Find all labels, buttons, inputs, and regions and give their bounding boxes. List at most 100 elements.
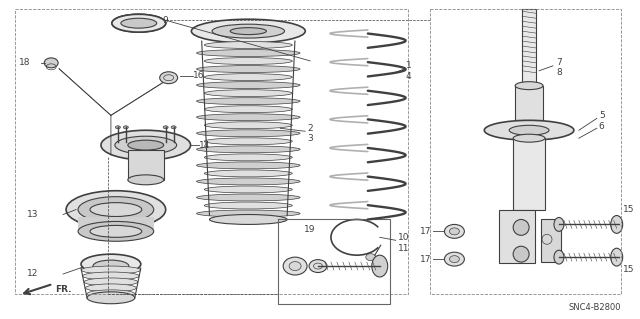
Bar bbox=[541, 219, 561, 262]
Bar bbox=[522, 9, 536, 85]
Text: 9: 9 bbox=[163, 16, 168, 25]
Ellipse shape bbox=[484, 120, 574, 140]
Text: 11: 11 bbox=[397, 244, 409, 253]
Bar bbox=[515, 85, 543, 120]
Ellipse shape bbox=[115, 136, 177, 154]
Circle shape bbox=[513, 246, 529, 262]
Ellipse shape bbox=[171, 126, 176, 129]
Ellipse shape bbox=[366, 254, 376, 261]
Ellipse shape bbox=[191, 19, 305, 43]
Text: 7: 7 bbox=[556, 58, 562, 67]
Ellipse shape bbox=[78, 221, 154, 241]
Circle shape bbox=[513, 219, 529, 235]
Ellipse shape bbox=[84, 278, 138, 286]
Ellipse shape bbox=[115, 126, 120, 129]
Ellipse shape bbox=[509, 125, 549, 135]
Bar bbox=[128, 150, 164, 180]
Text: SNC4-B2800: SNC4-B2800 bbox=[568, 303, 621, 312]
Text: 6: 6 bbox=[599, 122, 605, 131]
Text: 19: 19 bbox=[304, 225, 316, 234]
Text: 15: 15 bbox=[623, 264, 634, 273]
Text: 3: 3 bbox=[307, 134, 313, 143]
Ellipse shape bbox=[90, 203, 142, 217]
Ellipse shape bbox=[204, 122, 292, 129]
Ellipse shape bbox=[196, 66, 300, 72]
Ellipse shape bbox=[163, 126, 168, 129]
Ellipse shape bbox=[554, 218, 564, 231]
Ellipse shape bbox=[87, 292, 135, 304]
Ellipse shape bbox=[204, 170, 292, 177]
Ellipse shape bbox=[611, 248, 623, 266]
Text: FR.: FR. bbox=[55, 286, 72, 294]
Ellipse shape bbox=[128, 140, 164, 150]
Text: 13: 13 bbox=[28, 210, 39, 219]
Ellipse shape bbox=[66, 191, 166, 228]
Ellipse shape bbox=[515, 82, 543, 90]
Ellipse shape bbox=[78, 197, 154, 222]
Text: 15: 15 bbox=[623, 205, 634, 214]
Ellipse shape bbox=[372, 255, 388, 277]
Text: 17: 17 bbox=[420, 255, 431, 263]
Ellipse shape bbox=[90, 226, 142, 237]
Bar bbox=[78, 218, 154, 231]
Ellipse shape bbox=[196, 146, 300, 153]
Ellipse shape bbox=[283, 257, 307, 275]
Ellipse shape bbox=[83, 272, 140, 280]
Ellipse shape bbox=[196, 210, 300, 217]
Ellipse shape bbox=[209, 214, 287, 225]
Ellipse shape bbox=[196, 178, 300, 185]
Ellipse shape bbox=[611, 216, 623, 234]
Ellipse shape bbox=[87, 290, 135, 298]
Text: 4: 4 bbox=[406, 72, 412, 81]
Ellipse shape bbox=[196, 98, 300, 105]
Text: 18: 18 bbox=[19, 58, 31, 67]
Text: 8: 8 bbox=[556, 68, 562, 77]
Ellipse shape bbox=[444, 225, 465, 238]
Text: 10: 10 bbox=[397, 233, 409, 242]
Ellipse shape bbox=[93, 260, 129, 272]
Ellipse shape bbox=[204, 90, 292, 97]
Ellipse shape bbox=[86, 284, 136, 292]
Text: 2: 2 bbox=[307, 124, 313, 133]
Ellipse shape bbox=[444, 252, 465, 266]
Text: 17: 17 bbox=[420, 227, 431, 236]
Ellipse shape bbox=[196, 82, 300, 89]
Ellipse shape bbox=[44, 58, 58, 68]
Bar bbox=[499, 210, 535, 263]
Ellipse shape bbox=[81, 254, 141, 274]
Ellipse shape bbox=[513, 134, 545, 142]
Text: 16: 16 bbox=[193, 71, 204, 80]
Ellipse shape bbox=[204, 41, 292, 48]
Ellipse shape bbox=[204, 74, 292, 81]
Ellipse shape bbox=[449, 228, 460, 235]
Ellipse shape bbox=[204, 106, 292, 113]
Ellipse shape bbox=[309, 260, 327, 272]
Text: 14: 14 bbox=[198, 141, 210, 150]
Text: 1: 1 bbox=[406, 61, 412, 70]
Ellipse shape bbox=[196, 114, 300, 121]
Ellipse shape bbox=[101, 130, 191, 160]
Ellipse shape bbox=[160, 72, 178, 84]
Text: 12: 12 bbox=[28, 270, 38, 278]
Ellipse shape bbox=[204, 138, 292, 145]
Ellipse shape bbox=[204, 154, 292, 161]
Ellipse shape bbox=[128, 175, 164, 185]
Ellipse shape bbox=[81, 266, 141, 274]
Ellipse shape bbox=[121, 18, 157, 28]
Bar bbox=[513, 138, 545, 210]
Ellipse shape bbox=[196, 130, 300, 137]
Ellipse shape bbox=[112, 14, 166, 32]
Ellipse shape bbox=[289, 262, 301, 271]
Ellipse shape bbox=[204, 186, 292, 193]
Ellipse shape bbox=[554, 250, 564, 264]
Ellipse shape bbox=[124, 126, 129, 129]
Ellipse shape bbox=[230, 28, 266, 34]
Ellipse shape bbox=[196, 194, 300, 201]
Ellipse shape bbox=[196, 162, 300, 169]
Ellipse shape bbox=[204, 202, 292, 209]
Ellipse shape bbox=[196, 49, 300, 56]
Ellipse shape bbox=[449, 256, 460, 263]
Ellipse shape bbox=[212, 24, 285, 38]
Text: 5: 5 bbox=[599, 111, 605, 120]
Ellipse shape bbox=[204, 58, 292, 64]
